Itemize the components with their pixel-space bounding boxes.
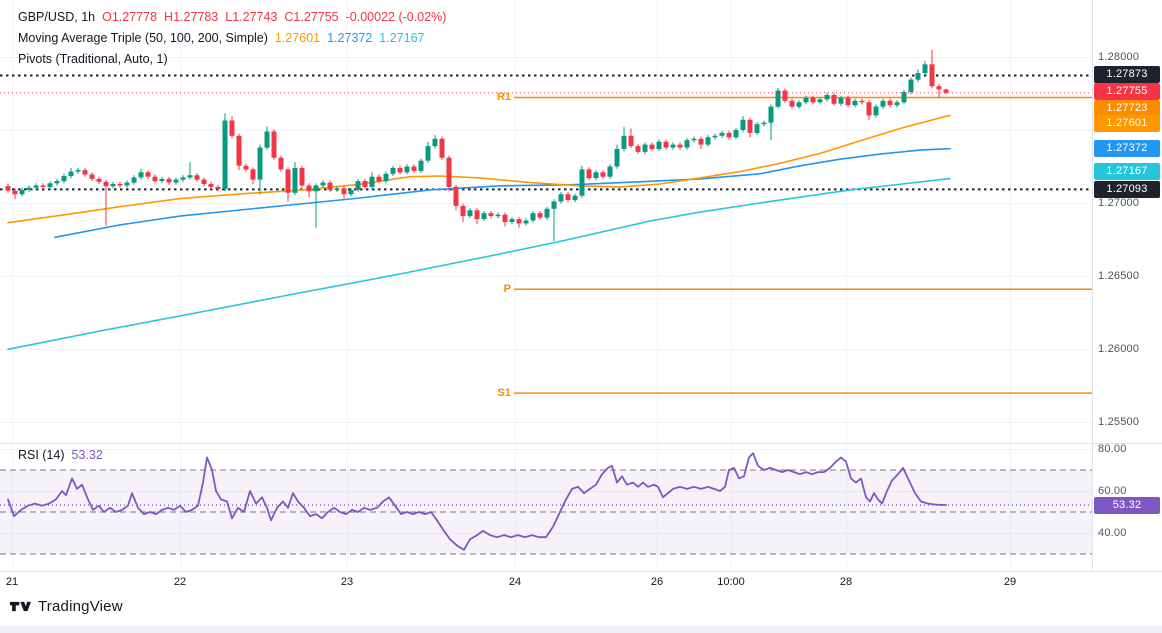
time-axis-tick: 29 bbox=[1003, 576, 1017, 588]
pivot-label-s1: S1 bbox=[497, 387, 511, 400]
ma200-value: 1.27167 bbox=[379, 30, 425, 45]
price-badge: 1.27093 bbox=[1094, 180, 1160, 198]
rsi-axis-tick: 80.00 bbox=[1098, 443, 1127, 455]
price-axis-tick: 1.26000 bbox=[1098, 343, 1140, 355]
tradingview-logo-link[interactable]: TradingView bbox=[10, 598, 123, 615]
tradingview-icon bbox=[10, 601, 31, 612]
ma-indicator-title: Moving Average Triple (50, 100, 200, Sim… bbox=[18, 30, 268, 45]
legend-rsi-row[interactable]: RSI (14) 53.32 bbox=[18, 448, 110, 462]
rsi-value: 53.32 bbox=[71, 448, 103, 462]
price-axis-tick: 1.27000 bbox=[1098, 197, 1140, 209]
ohlc-open: O1.27778 bbox=[102, 9, 158, 24]
legend-ma-row[interactable]: Moving Average Triple (50, 100, 200, Sim… bbox=[18, 27, 453, 48]
price-axis-tick: 1.26500 bbox=[1098, 270, 1140, 282]
pivot-label-p: P bbox=[503, 283, 511, 296]
rsi-indicator-title: RSI (14) bbox=[18, 448, 65, 462]
legend: GBP/USD, 1h O1.27778 H1.27783 L1.27743 C… bbox=[18, 6, 453, 69]
rsi-axis-tick: 40.00 bbox=[1098, 527, 1127, 539]
price-badge: 53.32 bbox=[1094, 496, 1160, 514]
price-badge: 1.27873 bbox=[1094, 65, 1160, 83]
chart-canvas[interactable] bbox=[0, 0, 1162, 592]
pivots-indicator-title: Pivots (Traditional, Auto, 1) bbox=[18, 51, 168, 66]
ohlc-high: H1.27783 bbox=[164, 9, 219, 24]
price-change: -0.00022 (-0.02%) bbox=[345, 9, 447, 24]
price-axis-tick: 1.25500 bbox=[1098, 416, 1140, 428]
pivot-label-r1: R1 bbox=[496, 91, 511, 104]
ohlc-low: L1.27743 bbox=[225, 9, 278, 24]
ma50-value: 1.27601 bbox=[274, 30, 321, 45]
rsi-axis-tick: 60.00 bbox=[1098, 485, 1127, 497]
price-badge: 1.27372 bbox=[1094, 139, 1160, 157]
price-badge: 1.27723 bbox=[1094, 99, 1160, 117]
time-axis-tick: 22 bbox=[173, 576, 187, 588]
time-axis-tick: 23 bbox=[340, 576, 354, 588]
price-badge: 1.27755 bbox=[1094, 82, 1160, 100]
price-badge: 1.27601 bbox=[1094, 114, 1160, 132]
ma100-value: 1.27372 bbox=[327, 30, 373, 45]
symbol-title: GBP/USD, 1h bbox=[18, 9, 96, 24]
legend-symbol-row[interactable]: GBP/USD, 1h O1.27778 H1.27783 L1.27743 C… bbox=[18, 6, 453, 27]
price-axis-tick: 1.28000 bbox=[1098, 51, 1140, 63]
price-badge: 1.27167 bbox=[1094, 162, 1160, 180]
legend-pivots-row[interactable]: Pivots (Traditional, Auto, 1) bbox=[18, 48, 453, 69]
ohlc-close: C1.27755 bbox=[284, 9, 339, 24]
bottom-strip bbox=[0, 626, 1162, 633]
time-axis-tick: 21 bbox=[5, 576, 19, 588]
time-axis-tick: 10:00 bbox=[717, 576, 745, 588]
time-axis-tick: 28 bbox=[839, 576, 853, 588]
time-axis-tick: 26 bbox=[650, 576, 664, 588]
tradingview-brand-text: TradingView bbox=[38, 598, 123, 615]
time-axis-tick: 24 bbox=[508, 576, 522, 588]
